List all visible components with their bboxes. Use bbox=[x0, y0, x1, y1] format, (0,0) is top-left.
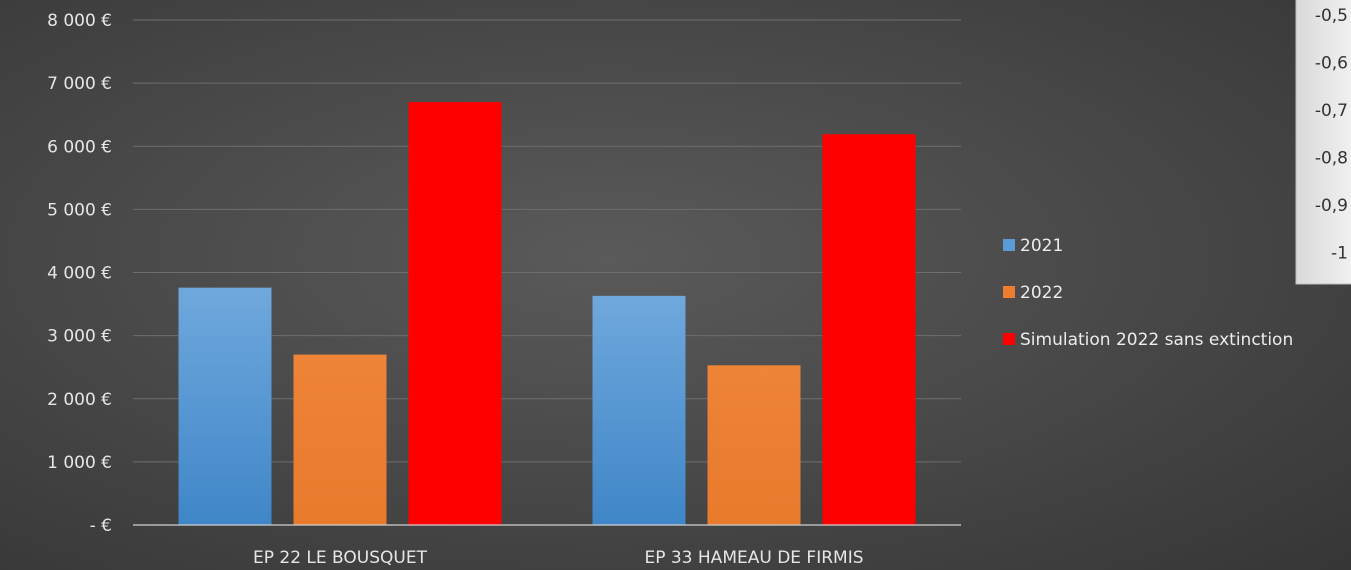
x-category-label: EP 33 HAMEAU DE FIRMIS bbox=[644, 548, 863, 568]
y-tick-label: 2 000 € bbox=[47, 390, 112, 410]
legend-swatch bbox=[1003, 333, 1015, 345]
y-tick-label: 8 000 € bbox=[47, 11, 112, 31]
side-panel-label: -0,6 bbox=[1315, 54, 1348, 74]
legend: 2021 2022 Simulation 2022 sans extinction bbox=[1003, 236, 1293, 350]
legend-label: Simulation 2022 sans extinction bbox=[1020, 330, 1293, 350]
y-tick-label: - € bbox=[90, 516, 112, 536]
side-panel-label: -0,9 bbox=[1315, 196, 1348, 216]
side-panel-label: -0,8 bbox=[1315, 149, 1348, 169]
y-tick-label: 6 000 € bbox=[47, 137, 112, 157]
legend-label: 2021 bbox=[1020, 236, 1063, 256]
bar-simulation-2022-sans-extinction-2 bbox=[822, 134, 916, 525]
legend-swatch bbox=[1003, 239, 1015, 251]
side-panel-label: -0,5 bbox=[1315, 6, 1348, 26]
y-tick-label: 3 000 € bbox=[47, 327, 112, 347]
legend-swatch bbox=[1003, 286, 1015, 298]
bar-2021-1 bbox=[178, 287, 272, 525]
side-panel-label: -0,7 bbox=[1315, 101, 1348, 121]
bar-simulation-2022-sans-extinction-1 bbox=[408, 102, 502, 525]
bar-2021-2 bbox=[592, 295, 686, 525]
y-tick-label: 4 000 € bbox=[47, 264, 112, 284]
y-tick-label: 5 000 € bbox=[47, 200, 112, 220]
legend-label: 2022 bbox=[1020, 283, 1063, 303]
side-panel-background bbox=[1295, 0, 1351, 285]
bar-2022-1 bbox=[293, 354, 387, 525]
x-category-label: EP 22 LE BOUSQUET bbox=[253, 548, 428, 568]
y-tick-label: 1 000 € bbox=[47, 453, 112, 473]
bar-2022-2 bbox=[707, 365, 801, 525]
side-panel-label: -1 bbox=[1331, 244, 1348, 264]
y-tick-label: 7 000 € bbox=[47, 74, 112, 94]
side-panel: -0,5 -0,6 -0,7 -0,8 -0,9 -1 bbox=[1295, 0, 1351, 285]
